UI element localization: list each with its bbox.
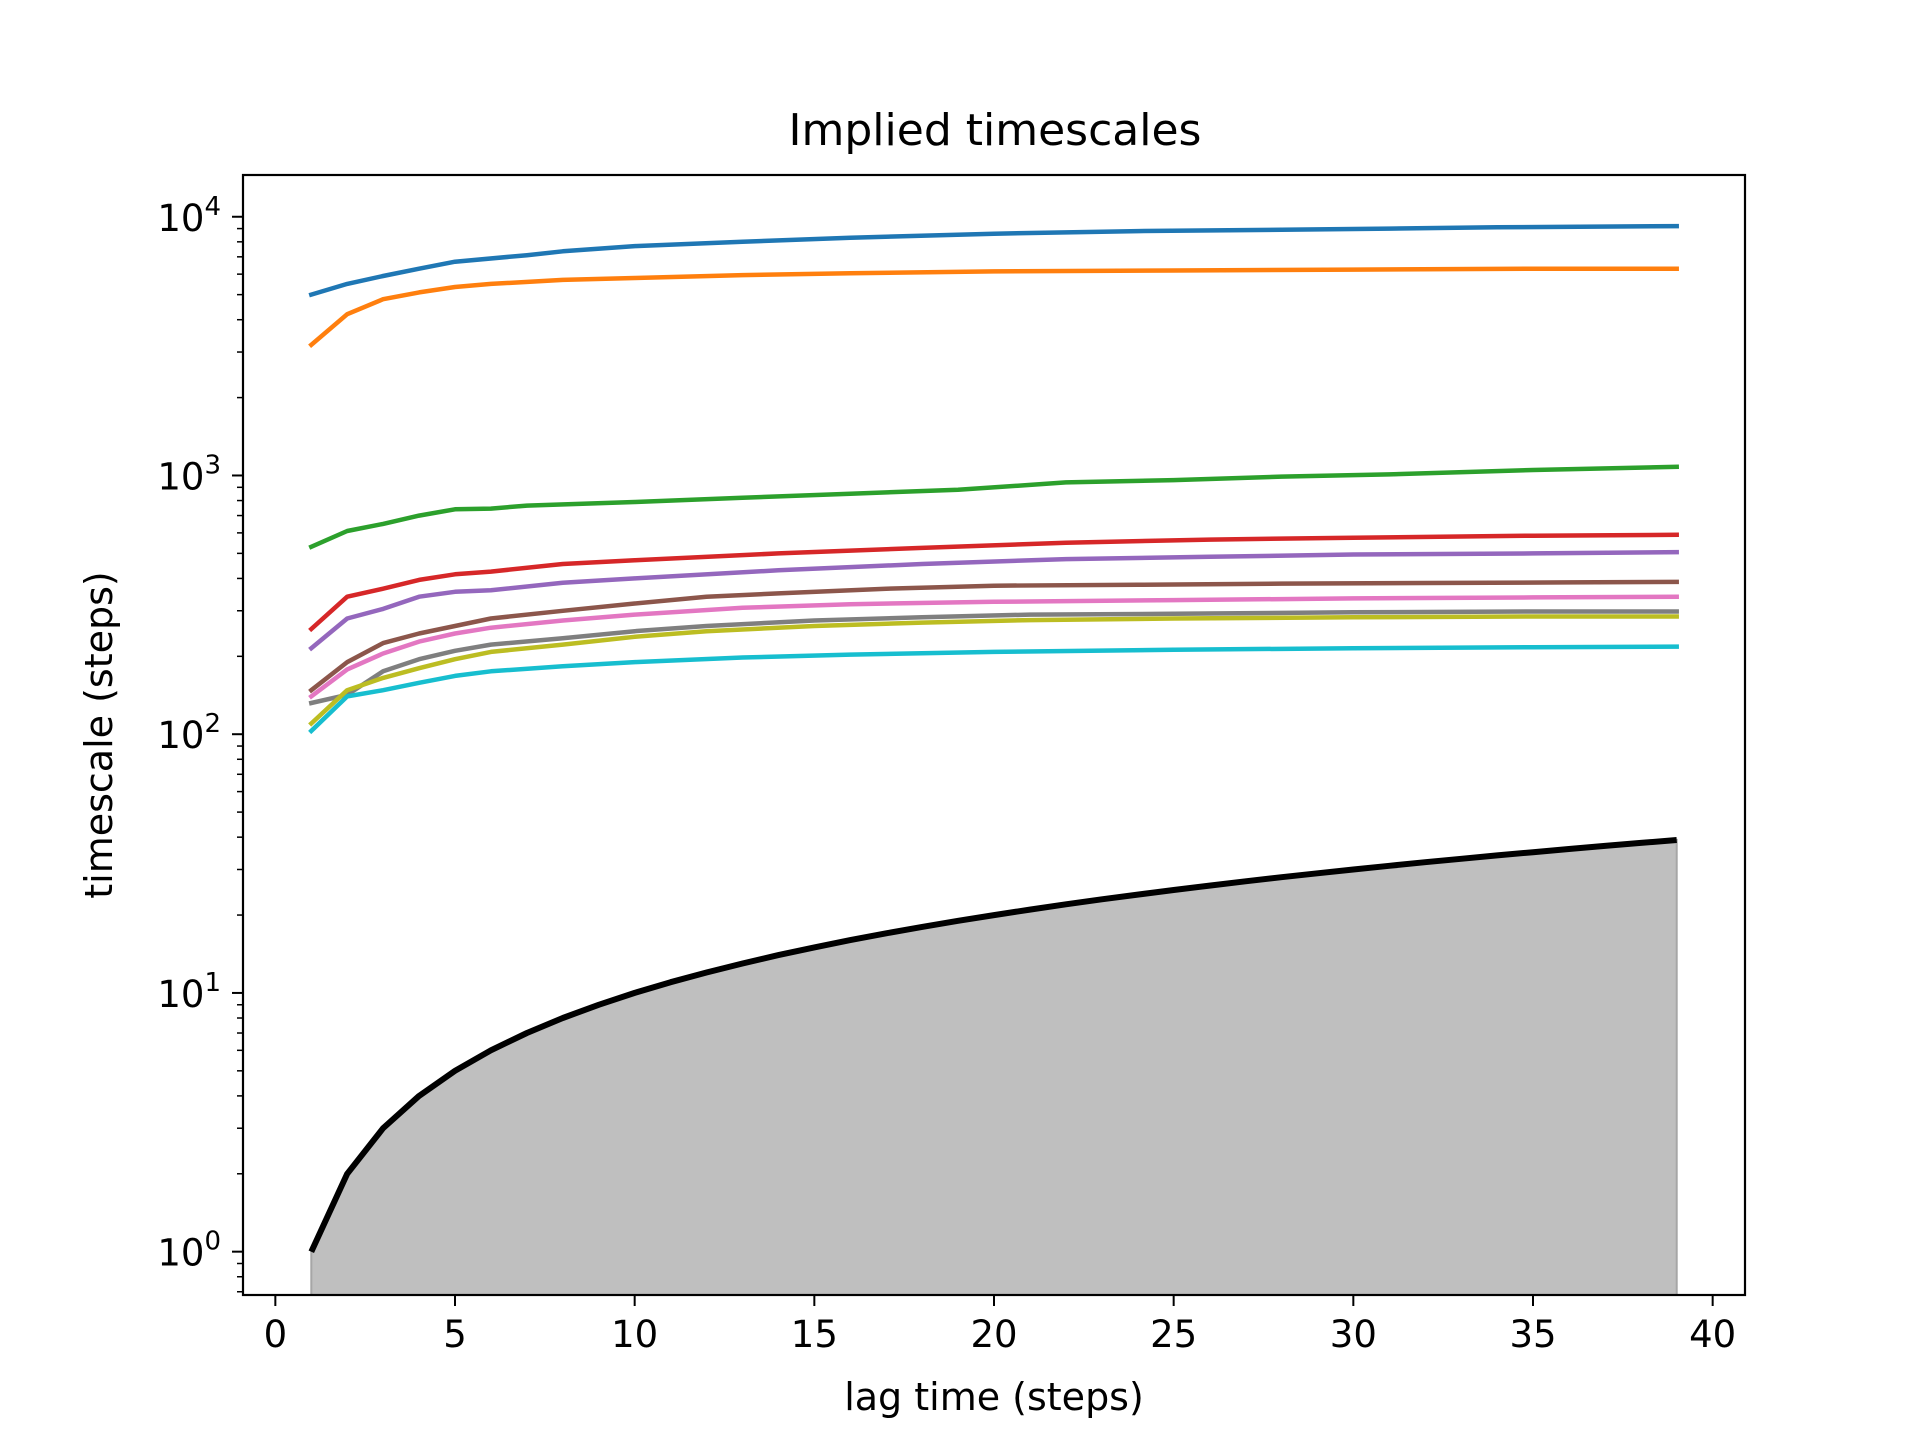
x-tick-label-25: 25 [1150,1313,1197,1356]
series-7-line [308,609,1679,706]
y-axis-label: timescale (steps) [77,571,121,899]
series-3-line [308,532,1679,633]
x-axis-label: lag time (steps) [844,1375,1144,1419]
x-tick-label-5: 5 [443,1313,467,1356]
y-tick-label-10: 101 [157,968,221,1016]
y-tick-label-1: 100 [157,1227,221,1275]
x-tick-label-10: 10 [611,1313,658,1356]
series-6-line [308,594,1679,700]
y-tick-label-1000: 103 [157,450,221,498]
series-10-line [308,837,1677,1253]
series-2-line [308,464,1679,550]
plot-area [308,223,1679,1296]
series-4-line [308,549,1679,652]
x-tick-label-0: 0 [264,1313,288,1356]
x-tick-label-35: 35 [1509,1313,1556,1356]
y-tick-label-10000: 104 [157,192,221,240]
y-tick-label-100: 102 [157,709,221,757]
series-5-line [308,579,1679,694]
series-0-line [308,223,1679,298]
axes: 0 5 10 15 20 25 30 35 40 100 101 102 103 104 [157,192,1736,1356]
series-9-line [308,644,1679,735]
series-8-line [308,614,1679,727]
chart-title: Implied timescales [789,105,1202,156]
x-tick-label-40: 40 [1689,1313,1736,1356]
x-tick-label-30: 30 [1330,1313,1377,1356]
x-tick-label-20: 20 [970,1313,1017,1356]
x-tick-label-15: 15 [791,1313,838,1356]
series-1-line [308,266,1679,348]
